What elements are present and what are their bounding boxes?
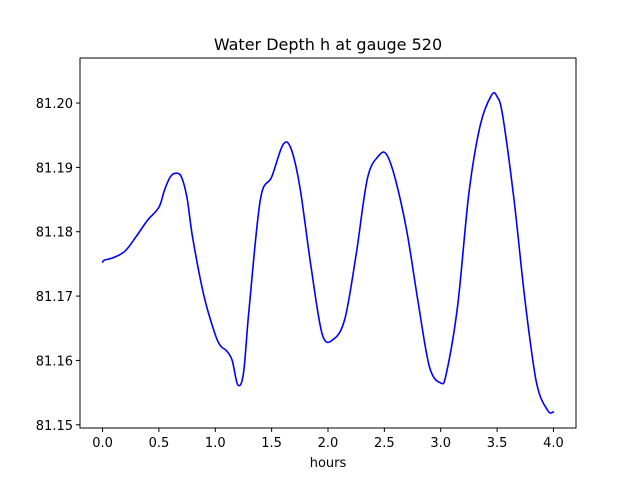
- x-tick-label: 2.0: [318, 436, 339, 451]
- x-tick-label: 0.0: [92, 436, 113, 451]
- y-axis: 81.15 81.16 81.17 81.18 81.19 81.20: [36, 97, 80, 434]
- y-tick-label: 81.17: [36, 290, 73, 305]
- x-axis-label: hours: [310, 456, 347, 471]
- x-tick-label: 0.5: [149, 436, 170, 451]
- x-tick-label: 3.5: [487, 436, 508, 451]
- series-line: [101, 91, 555, 414]
- y-tick-label: 81.19: [36, 161, 73, 176]
- chart-title: Water Depth h at gauge 520: [214, 35, 442, 54]
- x-tick-label: 1.0: [205, 436, 226, 451]
- y-tick-label: 81.20: [36, 97, 73, 112]
- x-axis: 0.0 0.5 1.0 1.5 2.0 2.5 3.0 3.5 4.0: [92, 428, 564, 451]
- x-tick-label: 4.0: [543, 436, 564, 451]
- y-tick-label: 81.16: [36, 354, 73, 369]
- y-tick-label: 81.15: [36, 419, 73, 434]
- x-tick-label: 2.5: [374, 436, 395, 451]
- x-tick-label: 3.0: [430, 436, 451, 451]
- x-tick-label: 1.5: [261, 436, 282, 451]
- y-tick-label: 81.18: [36, 226, 73, 241]
